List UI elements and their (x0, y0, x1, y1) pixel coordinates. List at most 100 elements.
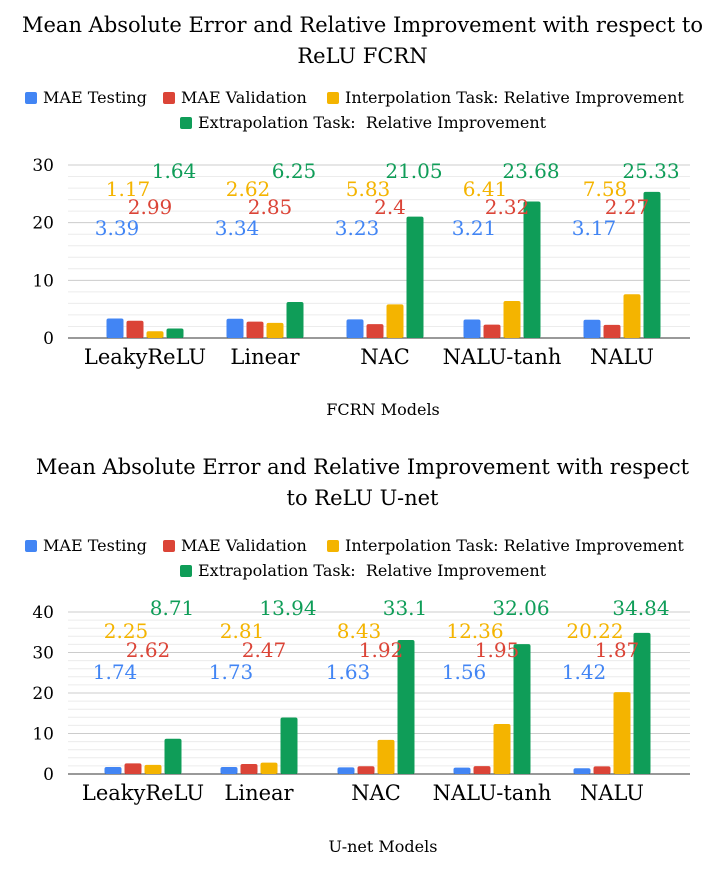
bar (493, 723, 511, 774)
legend-swatch (327, 540, 339, 552)
data-label: 2.47 (242, 638, 287, 662)
bar (573, 768, 591, 774)
legend-label: Interpolation Task: Relative Improvement (345, 88, 684, 107)
chart-title-line-1: Mean Absolute Error and Relative Improve… (35, 455, 690, 479)
bar (473, 766, 491, 774)
bar (386, 304, 404, 338)
bar (144, 764, 162, 774)
legend-label: MAE Validation (181, 88, 307, 107)
y-tick-label: 30 (32, 644, 54, 664)
bar (104, 766, 122, 774)
data-label: 1.63 (326, 660, 371, 684)
data-label: 3.23 (335, 216, 380, 240)
y-tick-label: 10 (32, 271, 54, 291)
bar (406, 216, 424, 338)
bar (286, 301, 304, 338)
bar (106, 318, 124, 338)
chart-title: Mean Absolute Error and Relative Improve… (0, 10, 725, 72)
bar (397, 639, 415, 774)
bar (483, 324, 501, 338)
fcrn-chart: Mean Absolute Error and Relative Improve… (0, 10, 725, 419)
bar (603, 324, 621, 338)
x-axis-title: FCRN Models (326, 400, 440, 419)
data-label: 6.25 (272, 159, 317, 183)
legend: MAE Testing MAE Validation Interpolation T… (25, 536, 684, 580)
legend-swatch (25, 92, 37, 104)
legend-swatch (25, 540, 37, 552)
bar (623, 294, 641, 338)
bar (463, 319, 481, 338)
unet-chart: Mean Absolute Error and Relative Improve… (0, 442, 725, 884)
bar (377, 739, 395, 774)
data-label: 12.36 (446, 619, 503, 643)
gridlines (68, 164, 690, 339)
y-tick-label: 0 (43, 329, 54, 349)
bar (503, 301, 521, 338)
data-label: 1.17 (106, 177, 151, 201)
y-tick-label: 10 (32, 725, 54, 745)
chart-title: Mean Absolute Error and Relative Improve… (0, 452, 725, 514)
bar (246, 321, 264, 338)
data-label: 3.34 (215, 216, 260, 240)
chart-title-line-1: Mean Absolute Error and Relative Improve… (22, 13, 703, 37)
bar (280, 717, 298, 774)
data-label: 5.83 (346, 177, 391, 201)
fcrn-chart-plot: 0 10 20 30 3.39 3.34 3.23 3.21 3.17 2.99 2.85 2.4 2.… (25, 88, 690, 419)
bar (633, 632, 651, 774)
data-label: 6.41 (463, 177, 508, 201)
data-label: 1.56 (442, 660, 487, 684)
x-tick-label: NALU-tanh (433, 781, 552, 805)
data-label: 2.85 (248, 195, 293, 219)
data-label: 2.81 (220, 619, 265, 643)
x-tick-label: LeakyReLU (82, 781, 204, 805)
data-label: 20.22 (566, 619, 623, 643)
bar (124, 763, 142, 774)
bar (164, 738, 182, 774)
data-label: 34.84 (612, 596, 669, 620)
x-tick-label: NALU-tanh (443, 345, 562, 369)
y-tick-label: 20 (32, 684, 54, 704)
legend-label: Extrapolation Task: Relative Improvement (198, 561, 547, 580)
bar (513, 644, 531, 774)
x-tick-label: NAC (351, 781, 401, 805)
x-tick-label: NALU (590, 345, 654, 369)
legend-swatch (180, 565, 192, 577)
legend-label: Extrapolation Task: Relative Improvement (198, 113, 547, 132)
data-label: 2.99 (128, 195, 173, 219)
x-tick-label: NALU (580, 781, 644, 805)
legend-label: MAE Testing (43, 536, 147, 555)
bar (346, 319, 364, 338)
data-label: 2.62 (126, 638, 171, 662)
data-label: 1.64 (152, 159, 197, 183)
x-tick-label: Linear (224, 781, 294, 805)
legend-label: MAE Testing (43, 88, 147, 107)
bar (260, 762, 278, 774)
bar (583, 319, 601, 338)
y-tick-label: 0 (43, 765, 54, 785)
bar (240, 763, 258, 774)
bar (226, 318, 244, 338)
unet-chart-plot: 0 10 20 30 40 1.74 1.73 1.63 1.56 1.42 2.62 2.47 1.9… (25, 536, 690, 856)
bar (266, 322, 284, 338)
bar (357, 766, 375, 774)
data-label: 33.1 (383, 596, 428, 620)
x-tick-label: Linear (230, 345, 300, 369)
bar (523, 201, 541, 338)
data-label: 21.05 (385, 159, 442, 183)
legend-label: Interpolation Task: Relative Improvement (345, 536, 684, 555)
legend: MAE Testing MAE Validation Interpolation T… (25, 88, 684, 132)
bar (643, 191, 661, 338)
bar (337, 767, 355, 774)
chart-title-line-2: ReLU FCRN (297, 44, 428, 68)
bar (146, 331, 164, 338)
data-label: 1.42 (562, 660, 607, 684)
data-label: 8.71 (150, 596, 195, 620)
data-label: 2.62 (226, 177, 271, 201)
data-label: 3.17 (572, 216, 617, 240)
data-label: 1.95 (475, 638, 520, 662)
data-label: 2.25 (104, 619, 149, 643)
legend-swatch (163, 540, 175, 552)
y-tick-label: 40 (32, 603, 54, 623)
legend-swatch (163, 92, 175, 104)
data-label: 3.39 (95, 216, 140, 240)
